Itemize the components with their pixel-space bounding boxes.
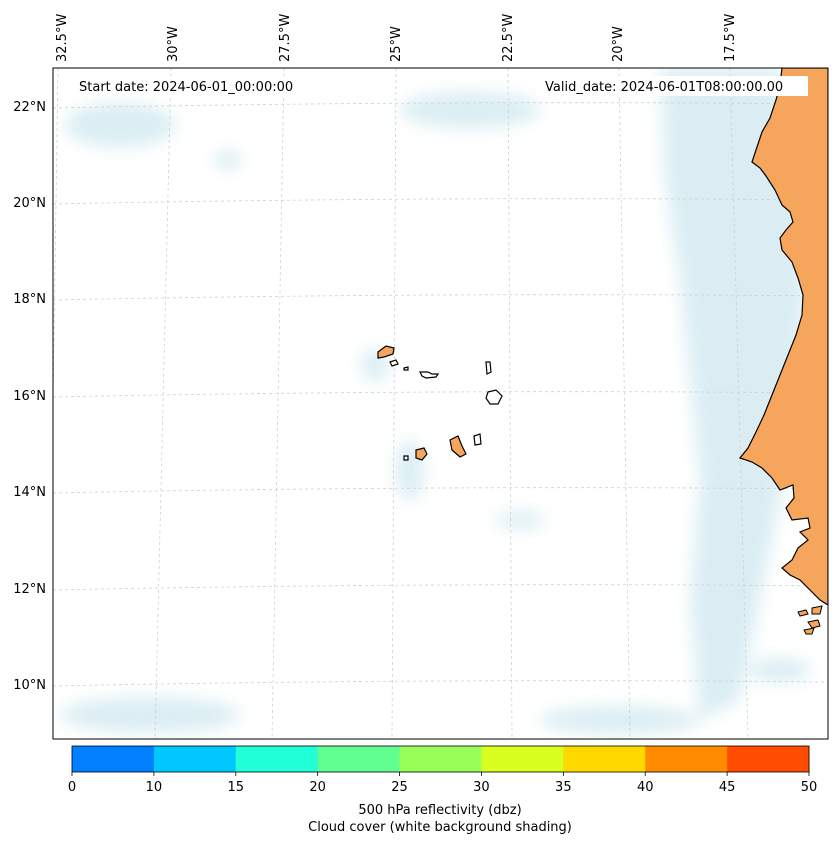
colorbar-segment bbox=[235, 746, 319, 772]
lon-label: 32.5°W bbox=[55, 14, 70, 62]
cloud-cover-layer bbox=[60, 68, 810, 734]
start-date-label: Start date: 2024-06-01_00:00:00 bbox=[79, 80, 293, 95]
island-brava bbox=[403, 455, 409, 461]
cloud-patch bbox=[495, 512, 545, 528]
island-boa-vista bbox=[485, 389, 503, 405]
cloud-patch bbox=[214, 151, 242, 169]
island-santa-luzia bbox=[403, 366, 409, 371]
cloud-band-coastal bbox=[660, 68, 805, 720]
lat-label: 10°N bbox=[13, 678, 46, 693]
cloud-patch bbox=[60, 697, 240, 733]
island-sao-vicente bbox=[389, 359, 399, 367]
lat-label: 12°N bbox=[13, 582, 46, 597]
colorbar-ticks: 0 10 15 20 25 30 35 40 45 50 bbox=[68, 772, 817, 795]
colorbar-segment bbox=[399, 746, 482, 772]
lon-label: 25°W bbox=[389, 26, 404, 62]
colorbar-tick-label: 10 bbox=[146, 780, 163, 795]
cloud-patch bbox=[400, 92, 540, 128]
lon-label: 22.5°W bbox=[501, 14, 516, 62]
island-fogo bbox=[415, 447, 428, 461]
colorbar-tick-label: 40 bbox=[637, 780, 654, 795]
colorbar-label-secondary: Cloud cover (white background shading) bbox=[308, 820, 572, 835]
map-panel: Start date: 2024-06-01_00:00:00 Valid_da… bbox=[52, 67, 829, 740]
colorbar-tick-label: 35 bbox=[555, 780, 572, 795]
lon-label: 20°W bbox=[611, 26, 626, 62]
island-santiago bbox=[449, 435, 467, 458]
colorbar-tick-label: 15 bbox=[228, 780, 245, 795]
west-africa-landmass bbox=[738, 68, 828, 606]
colorbar-tick-label: 45 bbox=[719, 780, 736, 795]
lat-label: 20°N bbox=[13, 196, 46, 211]
colorbar-segment bbox=[727, 746, 810, 772]
latitude-labels: 22°N 20°N 18°N 16°N 14°N 12°N 10°N bbox=[13, 100, 46, 693]
longitude-labels: 32.5°W 30°W 27.5°W 25°W 22.5°W 20°W 17.5… bbox=[55, 14, 738, 62]
colorbar-frame bbox=[71, 745, 810, 773]
island-sao-nicolau bbox=[419, 371, 440, 379]
lat-label: 18°N bbox=[13, 292, 46, 307]
lon-label: 27.5°W bbox=[278, 14, 293, 62]
colorbar-segment bbox=[72, 746, 155, 772]
colorbar-tick-label: 50 bbox=[801, 780, 818, 795]
colorbar-tick-label: 30 bbox=[473, 780, 490, 795]
colorbar-tick-label: 25 bbox=[391, 780, 408, 795]
colorbar-segment bbox=[563, 746, 646, 772]
colorbar-tick-label: 20 bbox=[309, 780, 326, 795]
colorbar-label-primary: 500 hPa reflectivity (dbz) bbox=[358, 803, 521, 818]
lat-label: 14°N bbox=[13, 485, 46, 500]
colorbar-segments bbox=[72, 746, 810, 772]
cloud-patch bbox=[540, 706, 700, 734]
valid-date-label: Valid_date: 2024-06-01T08:00:00.00 bbox=[545, 80, 783, 95]
island-sal bbox=[485, 361, 492, 375]
colorbar: 0 10 15 20 25 30 35 40 45 50 500 hPa reflectivity… bbox=[68, 745, 817, 835]
lon-label: 17.5°W bbox=[723, 14, 738, 62]
cloud-patch bbox=[65, 103, 175, 147]
valid-date-box: Valid_date: 2024-06-01T08:00:00.00 bbox=[538, 76, 808, 96]
island-santo-antao bbox=[377, 345, 395, 359]
colorbar-tick-label: 0 bbox=[68, 780, 76, 795]
colorbar-segment bbox=[317, 746, 401, 772]
cloud-patch bbox=[750, 658, 810, 682]
start-date-box: Start date: 2024-06-01_00:00:00 bbox=[72, 76, 324, 96]
lat-label: 22°N bbox=[13, 100, 46, 115]
lat-label: 16°N bbox=[13, 389, 46, 404]
cape-verde-islands bbox=[377, 345, 503, 461]
island-maio bbox=[473, 433, 482, 446]
guinea-bissau-islands bbox=[797, 605, 823, 635]
colorbar-segment bbox=[153, 746, 237, 772]
gridlines bbox=[53, 68, 828, 739]
colorbar-segment bbox=[645, 746, 728, 772]
lon-label: 30°W bbox=[166, 26, 181, 62]
map-frame bbox=[52, 67, 829, 740]
colorbar-segment bbox=[481, 746, 564, 772]
